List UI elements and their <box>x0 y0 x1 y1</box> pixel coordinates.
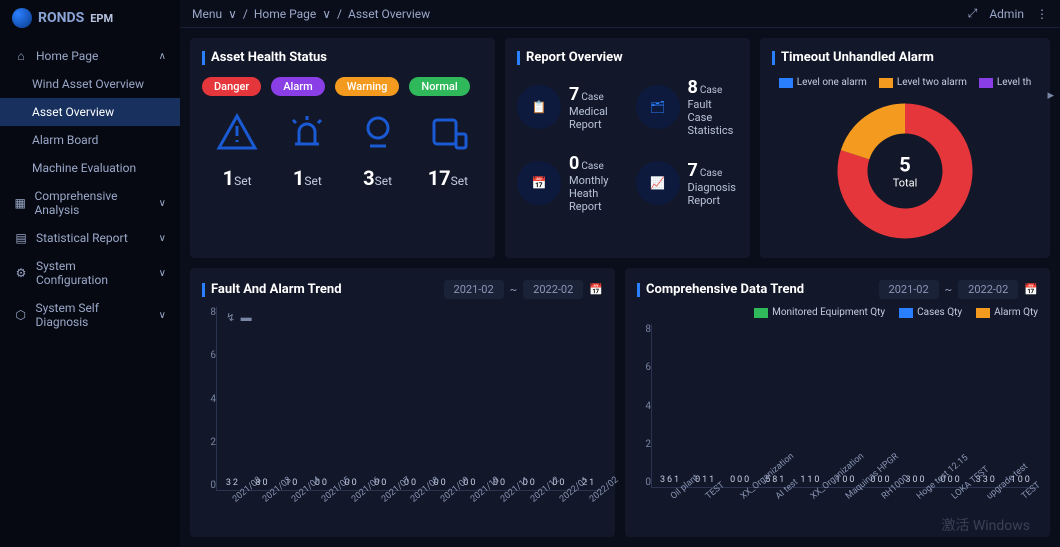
health-pill: Normal <box>409 77 469 96</box>
grid-icon: ▦ <box>14 196 26 210</box>
date-to[interactable]: 2022-02 <box>523 280 583 299</box>
chart-body: ↯ ▬ 86420328010000000000000000000212021/… <box>202 307 603 537</box>
nav-label: Wind Asset Overview <box>32 77 144 91</box>
cal-icon: 📅 <box>517 161 561 205</box>
clip-icon: 📋 <box>517 85 561 129</box>
legend-next-icon[interactable]: ▸ <box>1047 88 1054 103</box>
breadcrumb: Menu∨/ Home Page∨/ Asset Overview <box>192 7 430 21</box>
sidebar-item[interactable]: Wind Asset Overview <box>0 70 180 98</box>
legend-item[interactable]: Cases Qty <box>899 307 962 318</box>
sidebar-item[interactable]: Alarm Board <box>0 126 180 154</box>
chart-legend: Monitored Equipment Qty Cases Qty Alarm Qt… <box>637 307 1038 318</box>
fault-alarm-trend-card: Fault And Alarm Trend 2021-02 ~ 2022-02 … <box>190 268 615 537</box>
card-title: Comprehensive Data Trend <box>637 282 804 297</box>
calendar-icon[interactable]: 📅 <box>1024 283 1038 296</box>
date-from[interactable]: 2021-02 <box>879 280 939 299</box>
calendar-icon[interactable]: 📅 <box>589 283 603 296</box>
legend-item[interactable]: Monitored Equipment Qty <box>754 307 885 318</box>
chevron-down-icon: ∨ <box>159 198 166 209</box>
card-title: Timeout Unhandled Alarm <box>772 50 1038 65</box>
sidebar-item[interactable]: ▦ Comprehensive Analysis ∨ <box>0 182 180 224</box>
report-item[interactable]: 🗂 8CaseFault Case Statistics <box>636 77 739 137</box>
asset-health-card: Asset Health Status Danger Alarm Warning No… <box>190 38 495 258</box>
date-range: 2021-02 ~ 2022-02 📅 <box>879 280 1038 299</box>
watermark: 激活 Windows <box>941 515 1030 535</box>
nav-label: Home Page <box>36 49 98 63</box>
sidebar-item[interactable]: ▤ Statistical Report ∨ <box>0 224 180 252</box>
gear-icon: ⚙ <box>14 266 28 280</box>
table-icon: ▤ <box>14 231 28 245</box>
nav-label: Statistical Report <box>36 231 128 245</box>
legend-item[interactable]: Level th <box>979 77 1031 88</box>
nav-list: ⌂ Home Page ∧ Wind Asset Overview Asset Over… <box>0 42 180 336</box>
health-status-item: 3Set <box>356 110 400 190</box>
reports-grid: 📋 7CaseMedical Report 🗂 8CaseFault Case S… <box>517 77 738 213</box>
sidebar-item[interactable]: ⚙ System Configuration ∨ <box>0 252 180 294</box>
sidebar-item[interactable]: ⬡ System Self Diagnosis ∨ <box>0 294 180 336</box>
expand-icon[interactable]: ⤢ <box>968 6 978 21</box>
donut-chart: 5 Total <box>772 96 1038 246</box>
nav-label: System Self Diagnosis <box>36 301 151 329</box>
report-overview-card: Report Overview 📋 7CaseMedical Report 🗂 8… <box>505 38 750 258</box>
legend-item[interactable]: Alarm Qty <box>976 307 1038 318</box>
health-icons: 1Set 1Set 3Set 17Set <box>202 110 483 190</box>
card-title: Report Overview <box>517 50 738 65</box>
health-status-item: 1Set <box>285 110 329 190</box>
menu-icon[interactable]: ⋮ <box>1036 7 1048 21</box>
comprehensive-trend-card: Comprehensive Data Trend 2021-02 ~ 2022-… <box>625 268 1050 537</box>
card-title: Asset Health Status <box>202 50 483 65</box>
crumb-current: Asset Overview <box>348 7 430 21</box>
donut-legend: Level one alarm Level two alarm Level th <box>772 77 1038 88</box>
pie-icon: 🗂 <box>636 85 680 129</box>
admin-label[interactable]: Admin <box>989 7 1024 21</box>
health-pill: Warning <box>335 77 400 96</box>
health-pills: Danger Alarm Warning Normal <box>202 77 483 96</box>
nav-label: Machine Evaluation <box>32 161 136 175</box>
sidebar: RONDS EPM ⌂ Home Page ∧ Wind Asset Overview… <box>0 0 180 547</box>
chevron-up-icon: ∧ <box>159 51 166 62</box>
nav-label: Alarm Board <box>32 133 98 147</box>
donut-total-label: Total <box>893 177 918 190</box>
brand-logo: RONDS EPM <box>0 0 180 36</box>
chevron-down-icon: ∨ <box>159 310 166 321</box>
brand-name: RONDS <box>38 10 84 26</box>
home-icon: ⌂ <box>14 49 28 63</box>
chart-icon: 📈 <box>636 161 680 205</box>
sidebar-item[interactable]: Machine Evaluation <box>0 154 180 182</box>
donut-total: 5 <box>893 153 918 177</box>
crumb-menu[interactable]: Menu <box>192 7 222 21</box>
brand-product: EPM <box>90 12 113 25</box>
date-from[interactable]: 2021-02 <box>444 280 504 299</box>
nav-label: Comprehensive Analysis <box>34 189 150 217</box>
topbar: Menu∨/ Home Page∨/ Asset Overview ⤢ Admi… <box>180 0 1060 28</box>
chart-body: 86420361011000581110100000300000330100Oi… <box>637 324 1038 534</box>
sidebar-item[interactable]: ⌂ Home Page ∧ <box>0 42 180 70</box>
health-status-item: 1Set <box>215 110 259 190</box>
report-item[interactable]: 📋 7CaseMedical Report <box>517 77 620 137</box>
chevron-down-icon: ∨ <box>159 268 166 279</box>
nav-label: System Configuration <box>36 259 151 287</box>
report-item[interactable]: 📅 0CaseMonthly Heath Report <box>517 153 620 213</box>
nav-label: Asset Overview <box>32 105 114 119</box>
sidebar-item[interactable]: Asset Overview <box>0 98 180 126</box>
health-pill: Alarm <box>271 77 325 96</box>
logo-icon <box>12 8 32 28</box>
legend-item[interactable]: Level two alarm <box>879 77 967 88</box>
crumb-home[interactable]: Home Page <box>254 7 316 21</box>
report-item[interactable]: 📈 7CaseDiagnosis Report <box>636 153 739 213</box>
health-pill: Danger <box>202 77 261 96</box>
chevron-down-icon: ∨ <box>159 233 166 244</box>
card-title: Fault And Alarm Trend <box>202 282 342 297</box>
legend-item[interactable]: Level one alarm <box>779 77 867 88</box>
date-to[interactable]: 2022-02 <box>958 280 1018 299</box>
shield-icon: ⬡ <box>14 308 28 322</box>
timeout-alarm-card: Timeout Unhandled Alarm Level one alarmL… <box>760 38 1050 258</box>
date-range: 2021-02 ~ 2022-02 📅 <box>444 280 603 299</box>
health-status-item: 17Set <box>426 110 470 190</box>
